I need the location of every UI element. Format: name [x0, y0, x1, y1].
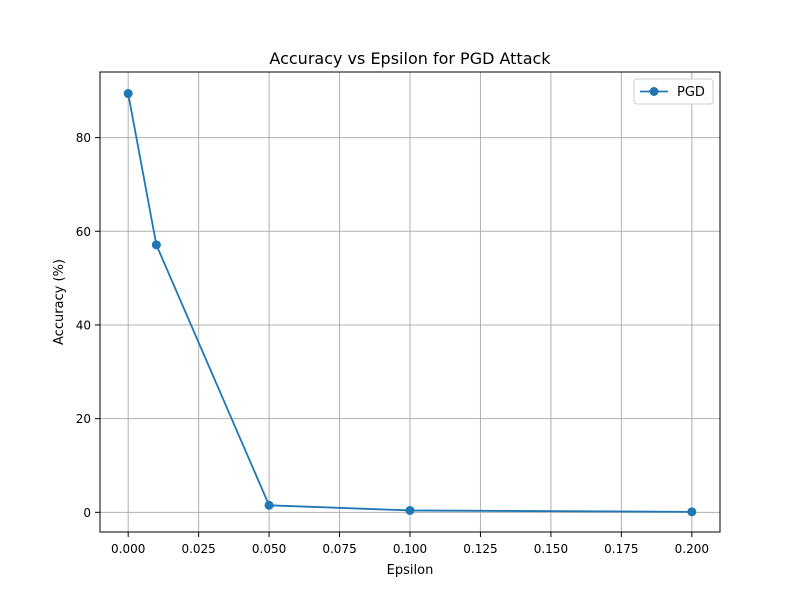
- legend-box: [633, 78, 714, 105]
- x-axis-label: Epsilon: [387, 563, 434, 578]
- ticks: 0.000 0.025 0.050 0.075 0.100 0.125 0.150 0.175…: [76, 131, 709, 556]
- x-tick-label: 0.200: [675, 542, 709, 556]
- x-tick-label: 0.075: [322, 542, 356, 556]
- legend-marker: [649, 87, 659, 96]
- x-tick-label: 0.000: [111, 542, 145, 556]
- legend: PGD: [633, 78, 714, 105]
- y-tick-label: 40: [76, 318, 91, 332]
- y-tick-label: 60: [76, 225, 91, 239]
- data-point: [151, 240, 161, 250]
- series-layer: [123, 89, 697, 517]
- x-tick-label: 0.150: [534, 542, 568, 556]
- legend-entry-pgd: PGD: [677, 85, 705, 100]
- x-tick-label: 0.125: [463, 542, 497, 556]
- y-axis-label: Accuracy (%): [52, 259, 67, 345]
- x-tick-label: 0.025: [181, 542, 215, 556]
- y-tick-label: 0: [83, 506, 91, 520]
- data-point: [405, 505, 415, 515]
- x-tick-label: 0.050: [252, 542, 286, 556]
- y-tick-label: 80: [76, 131, 91, 145]
- chart-title: Accuracy vs Epsilon for PGD Attack: [269, 49, 551, 68]
- data-point: [687, 507, 697, 517]
- data-point: [264, 500, 274, 510]
- x-tick-label: 0.175: [604, 542, 638, 556]
- data-point: [123, 89, 133, 99]
- y-tick-label: 20: [76, 412, 91, 426]
- x-tick-label: 0.100: [393, 542, 427, 556]
